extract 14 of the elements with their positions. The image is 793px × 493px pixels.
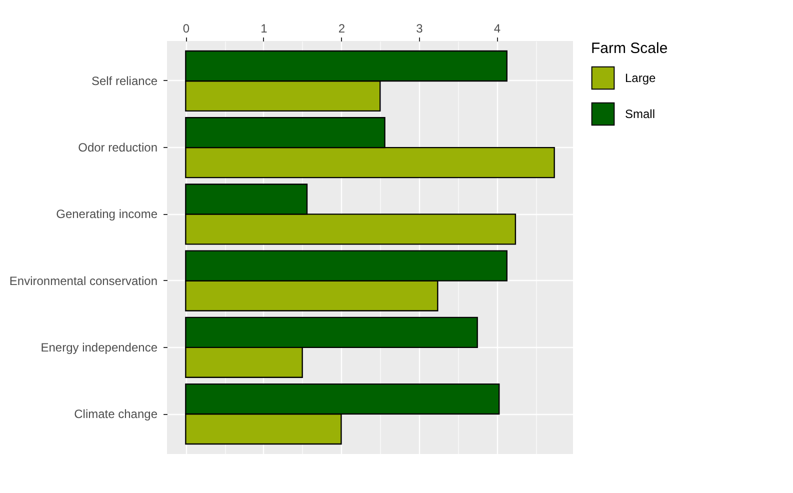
- y-tick-label: Energy independence: [40, 340, 158, 354]
- y-tick-label: Self reliance: [91, 74, 158, 88]
- x-tick-label: 2: [338, 22, 346, 36]
- x-tick-label: 1: [260, 22, 268, 36]
- y-tick-label: Climate change: [74, 407, 158, 422]
- y-tick-label: Environmental conservation: [9, 274, 158, 288]
- legend-label: Large: [625, 71, 656, 85]
- y-tick-label: Odor reduction: [78, 140, 158, 155]
- x-tick-label: 3: [416, 22, 424, 36]
- x-tick-label: 0: [182, 22, 190, 36]
- legend-title: Farm Scale: [591, 40, 668, 57]
- y-tick-label: Generating income: [56, 207, 158, 222]
- x-tick-label: 4: [494, 22, 501, 36]
- legend-label: Small: [625, 107, 656, 121]
